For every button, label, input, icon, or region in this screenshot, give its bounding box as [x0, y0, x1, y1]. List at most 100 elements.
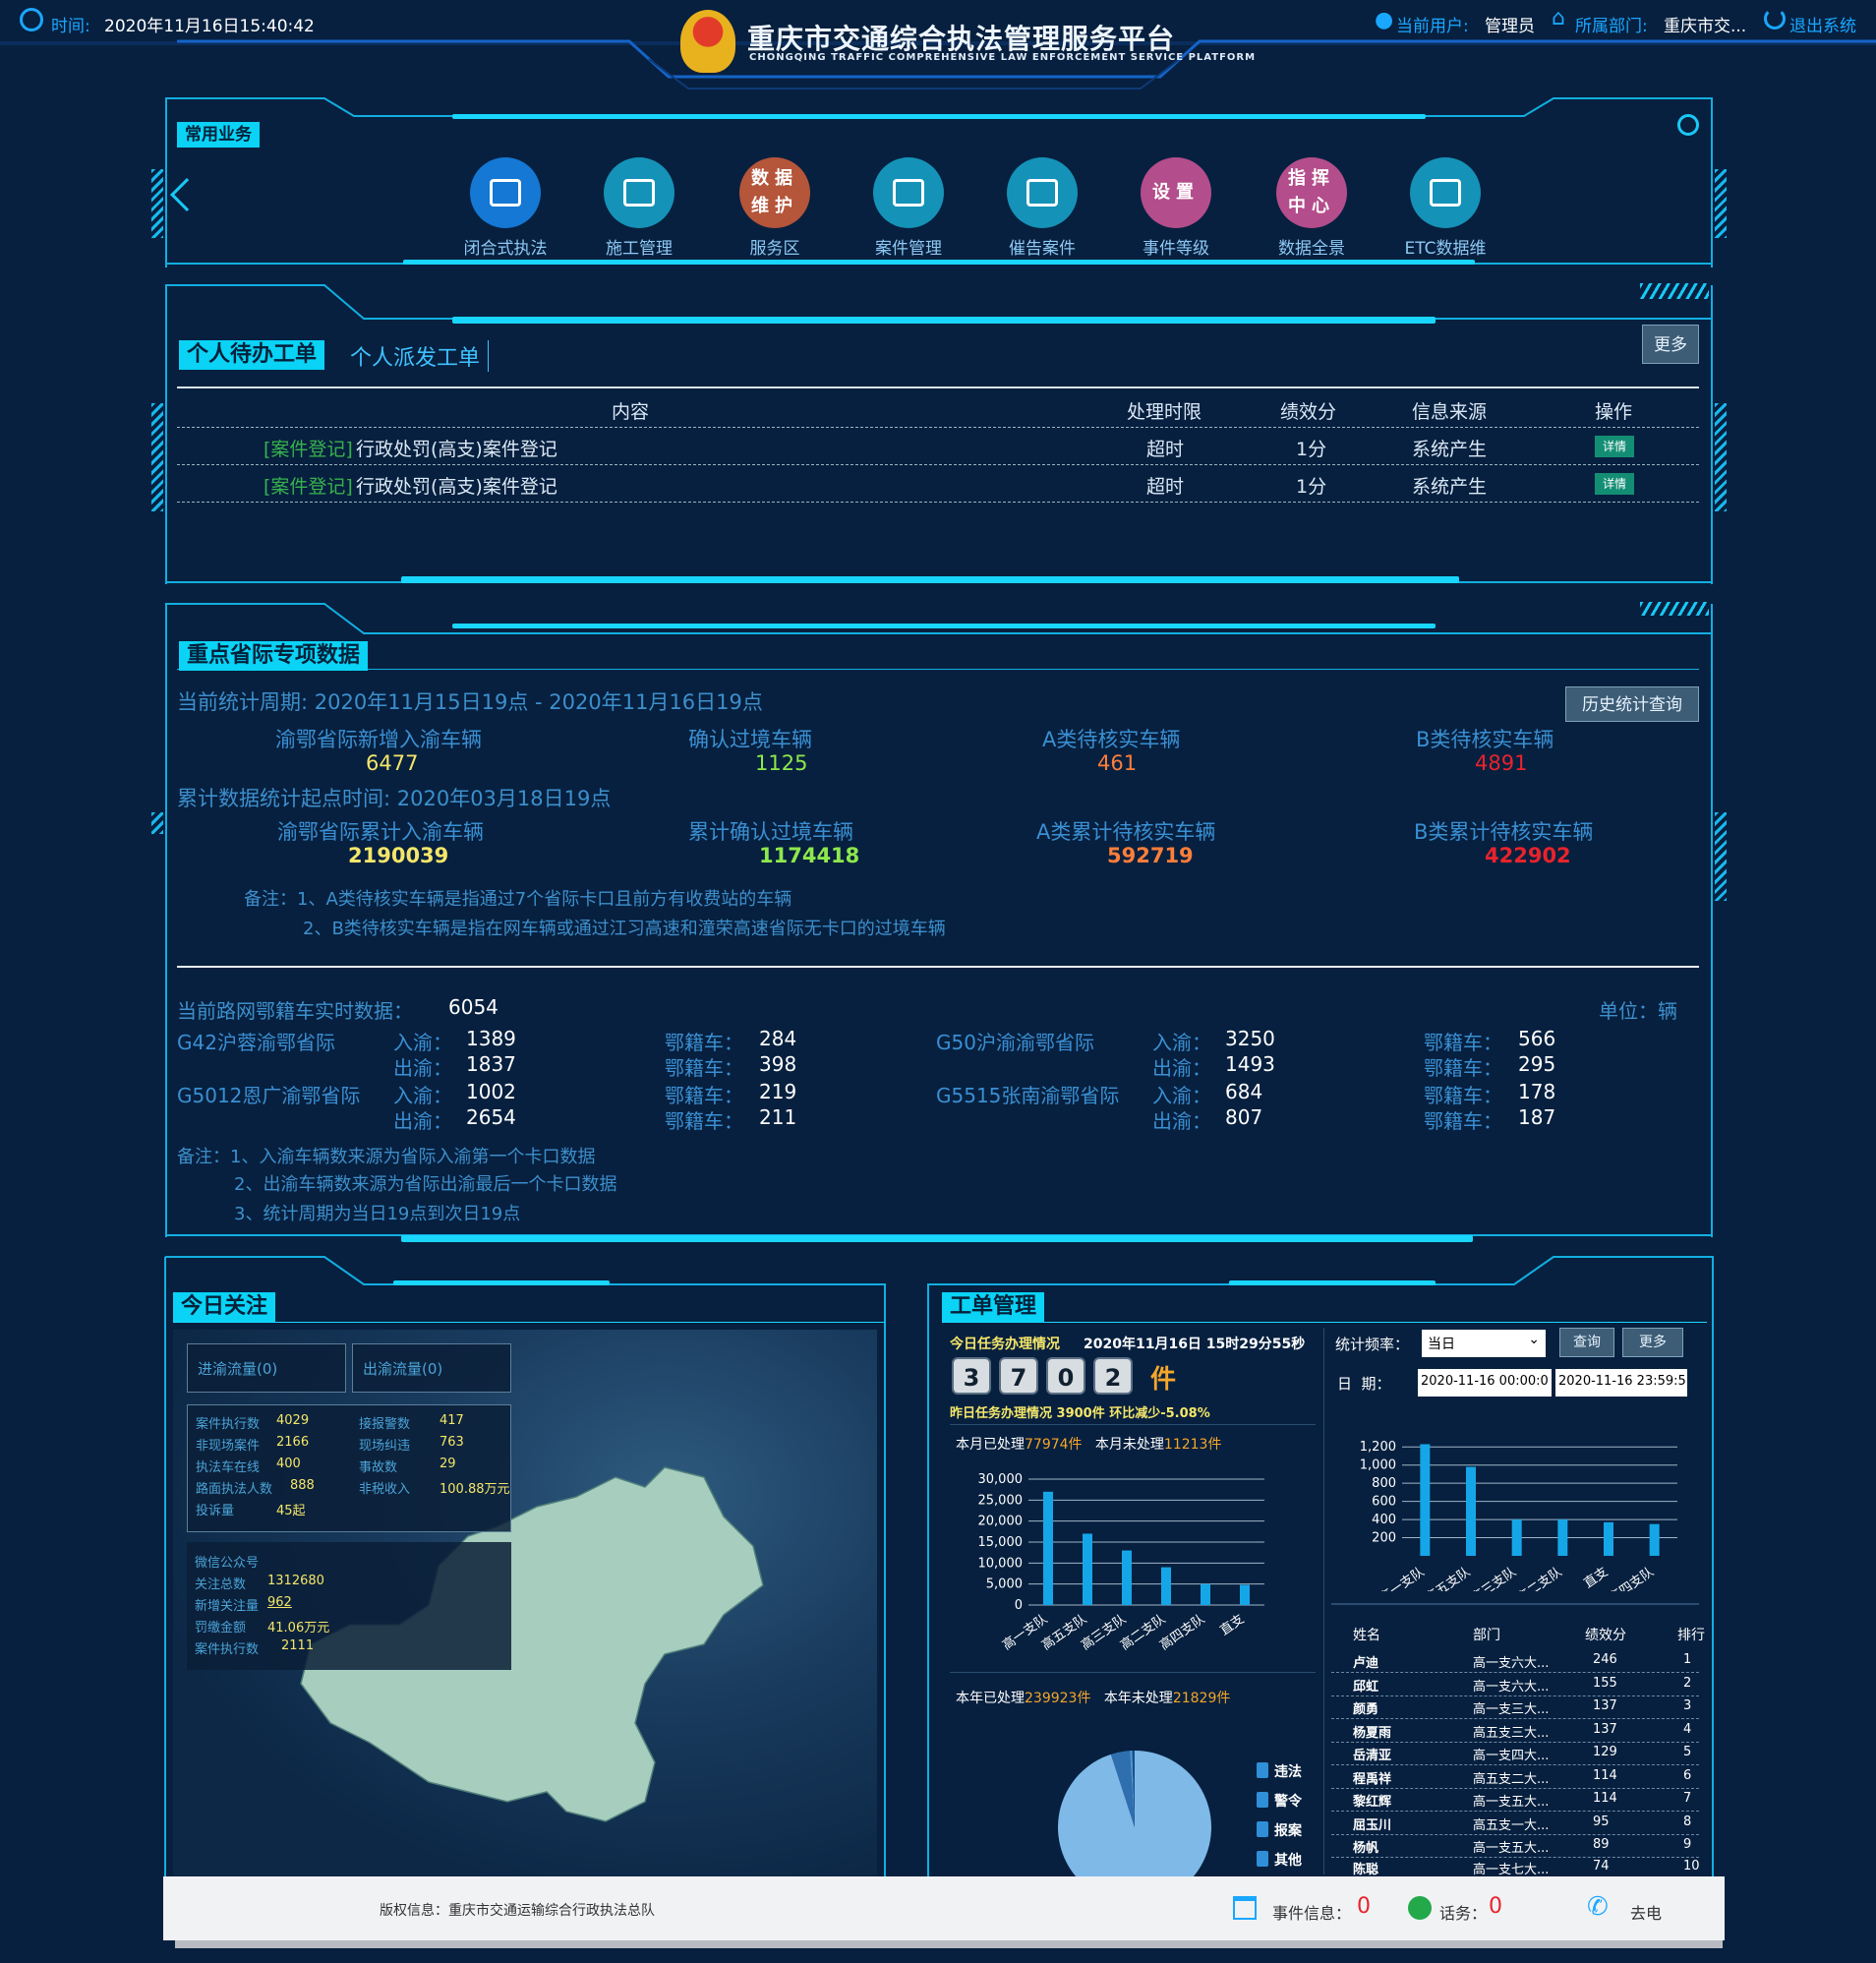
pie-slice[interactable]	[1130, 1751, 1135, 1827]
todo-row-1-content[interactable]: 行政处罚(高支)案件登记	[356, 439, 557, 460]
left-stripe-3	[151, 812, 163, 834]
bar[interactable]	[1083, 1533, 1092, 1605]
note-2: 2、B类待核实车辆是指在网车辆或通过江习高速和潼荣高速省际无卡口的过境车辆	[303, 919, 946, 939]
checkpoint-e-label: 鄂籍车：	[665, 1084, 743, 1107]
bar[interactable]	[1201, 1583, 1210, 1605]
today-stat-key: 执法车在线	[196, 1460, 261, 1475]
today-stat-value: 763	[440, 1435, 464, 1450]
common-item-label-4[interactable]: 案件管理	[875, 239, 942, 259]
logout-link[interactable]: 退出系统	[1789, 17, 1856, 36]
common-icon-6[interactable]: 设置	[1141, 157, 1211, 228]
bar[interactable]	[1649, 1523, 1660, 1556]
tab-personal-dispatch[interactable]: 个人派发工单	[350, 340, 490, 372]
pie-slice[interactable]	[1110, 1751, 1135, 1827]
inflow-button[interactable]: 进渝流量(0)	[187, 1343, 346, 1393]
cumulative-stat-label-2: 累计确认过境车辆	[688, 820, 853, 844]
right-stripe-3	[1715, 812, 1727, 901]
bar[interactable]	[1466, 1466, 1476, 1556]
current-stat-value-3: 461	[1097, 751, 1138, 775]
year-done-label: 本年已处理	[956, 1691, 1025, 1706]
common-item-label-7[interactable]: 数据全景	[1278, 239, 1345, 259]
power-icon[interactable]	[1764, 8, 1786, 30]
task-digit: 7	[999, 1357, 1038, 1395]
wechat-stat-key: 案件执行数	[195, 1642, 260, 1657]
todo-row-1-detail-button[interactable]: 详情	[1595, 436, 1634, 457]
common-item-label-6[interactable]: 事件等级	[1143, 239, 1209, 259]
todo-row-2-content[interactable]: 行政处罚(高支)案件登记	[356, 476, 557, 498]
rank-cell: 246	[1593, 1652, 1617, 1667]
history-query-button[interactable]: 历史统计查询	[1565, 686, 1699, 722]
todo-row-1-tag: [案件登记]	[264, 439, 353, 460]
rank-cell: 9	[1683, 1837, 1692, 1852]
x-tick-label: 高五支队	[1423, 1564, 1474, 1591]
common-item-label-8[interactable]: ETC数据维	[1404, 239, 1487, 259]
grid-icon	[893, 179, 924, 207]
bar[interactable]	[1122, 1550, 1132, 1605]
common-item-label-3[interactable]: 服务区	[749, 239, 800, 259]
cumulative-start: 累计数据统计起点时间: 2020年03月18日19点	[177, 787, 612, 810]
x-tick-label: 高四支队	[1157, 1611, 1208, 1652]
todo-more-button[interactable]: 更多	[1642, 325, 1699, 364]
rank-cell: 高五支二大...	[1473, 1771, 1550, 1787]
pie-slice[interactable]	[1132, 1751, 1135, 1827]
wechat-box: 微信公众号 关注总数 1312680 新增关注量 962 罚缴金额 41.06万元 案件执行…	[187, 1542, 511, 1670]
rank-cell: 屈玉川	[1353, 1817, 1392, 1833]
rank-cell: 5	[1683, 1745, 1692, 1759]
date-to-input[interactable]: 2020-11-16 23:59:5	[1555, 1369, 1687, 1397]
today-stat-value: 417	[440, 1413, 464, 1428]
phone-icon	[1408, 1896, 1432, 1920]
date-from-input[interactable]: 2020-11-16 00:00:0	[1418, 1369, 1552, 1397]
top-bar: 时间: 2020年11月16日15:40:42 ● 当前用户: 管理员 ⌂ 所属…	[0, 0, 1876, 49]
common-icon-8[interactable]	[1410, 157, 1481, 228]
rank-cell: 95	[1593, 1814, 1610, 1829]
rank-cell: 颜勇	[1353, 1702, 1379, 1717]
checkpoint-out-label: 出渝：	[1152, 1056, 1211, 1080]
month-stats: 本月已处理77974件 本月未处理11213件	[956, 1434, 1221, 1454]
bar[interactable]	[1511, 1519, 1522, 1556]
rank-row-divider	[1331, 1857, 1699, 1858]
bar[interactable]	[1604, 1521, 1613, 1556]
dial-label[interactable]: 去电	[1630, 1904, 1663, 1923]
work-more-button[interactable]: 更多	[1622, 1328, 1683, 1357]
dial-icon[interactable]: ✆	[1587, 1892, 1609, 1922]
common-item-label-5[interactable]: 催告案件	[1009, 239, 1076, 259]
bar[interactable]	[1557, 1519, 1568, 1556]
outflow-button[interactable]: 出渝流量(0)	[352, 1343, 511, 1393]
common-icon-5[interactable]	[1007, 157, 1078, 228]
common-icon-3[interactable]: 数据维护	[739, 157, 810, 228]
checkpoint-name-3: G50沪渝渝鄂省际	[936, 1031, 1094, 1054]
tab-personal-todo[interactable]: 个人待办工单	[179, 340, 325, 370]
common-icon-1[interactable]	[470, 157, 541, 228]
common-icon-2[interactable]	[604, 157, 674, 228]
today-stat-key: 投诉量	[196, 1504, 235, 1518]
y-tick-label: 30,000	[978, 1472, 1024, 1487]
common-business-panel	[165, 98, 1713, 268]
todo-row-2-detail-button[interactable]: 详情	[1595, 473, 1634, 495]
rank-cell: 8	[1683, 1814, 1692, 1829]
common-icon-7[interactable]: 指挥中心	[1276, 157, 1347, 228]
todo-row-2-source: 系统产生	[1412, 476, 1488, 498]
pie-slice[interactable]	[1058, 1751, 1211, 1876]
today-task-label: 今日任务办理情况	[950, 1337, 1060, 1352]
common-item-label-1[interactable]: 闭合式执法	[463, 239, 548, 259]
query-button[interactable]: 查询	[1559, 1328, 1614, 1357]
checkpoint-in-label: 入渝：	[1152, 1084, 1211, 1107]
grid-icon	[1430, 179, 1461, 207]
rank-col-header: 部门	[1473, 1628, 1500, 1643]
rank-cell: 高五支三大...	[1473, 1725, 1550, 1741]
common-item-label-2[interactable]: 施工管理	[606, 239, 673, 259]
cumulative-stat-value-3: 592719	[1107, 844, 1194, 867]
common-icon-4[interactable]	[873, 157, 944, 228]
rank-cell: 7	[1683, 1791, 1692, 1806]
bar[interactable]	[1043, 1491, 1053, 1605]
bar[interactable]	[1161, 1567, 1171, 1605]
rank-cell: 高一支六大...	[1473, 1679, 1550, 1695]
checkpoint-e_in-value: 284	[759, 1027, 797, 1050]
bar[interactable]	[1240, 1584, 1250, 1605]
bar[interactable]	[1420, 1444, 1431, 1556]
freq-select[interactable]: 当日 ⌄	[1422, 1330, 1546, 1357]
month-undone-label: 本月未处理	[1094, 1437, 1164, 1453]
checkpoint-in-value: 684	[1225, 1080, 1263, 1103]
todo-row-2-limit: 超时	[1146, 476, 1185, 498]
settings-gear-icon[interactable]	[1677, 114, 1699, 136]
